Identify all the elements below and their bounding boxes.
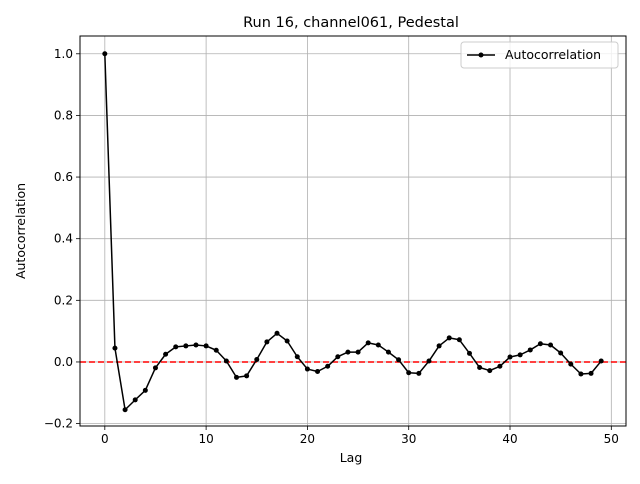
x-axis-ticks: 0 10 20 30 40 50 <box>101 426 619 446</box>
data-point <box>365 340 371 346</box>
legend-marker-swatch <box>478 52 484 58</box>
y-tick-label: 0.0 <box>54 355 73 369</box>
data-point <box>325 363 331 369</box>
data-point <box>304 366 310 372</box>
y-tick-label: 0.8 <box>54 108 73 122</box>
data-point <box>142 387 148 393</box>
x-tick-label: 20 <box>300 432 315 446</box>
data-point <box>558 350 564 356</box>
legend-box <box>460 41 619 69</box>
data-point <box>517 352 523 358</box>
data-point <box>315 369 321 375</box>
data-point <box>122 407 128 413</box>
data-point <box>487 368 493 374</box>
data-point <box>385 349 391 355</box>
data-point <box>274 330 280 336</box>
data-point <box>284 338 290 344</box>
data-point <box>537 341 543 347</box>
data-point <box>456 337 462 343</box>
data-point <box>396 357 402 363</box>
data-point <box>163 351 169 357</box>
x-tick-label: 30 <box>401 432 416 446</box>
y-axis-label: Autocorrelation <box>13 183 28 279</box>
data-point <box>548 342 554 348</box>
x-tick-label: 0 <box>101 432 109 446</box>
data-point <box>244 373 250 379</box>
data-point <box>234 374 240 380</box>
data-point <box>213 347 219 353</box>
data-point <box>335 354 341 360</box>
data-point <box>254 356 260 362</box>
y-tick-label: 0.4 <box>54 232 73 246</box>
data-point <box>173 344 179 350</box>
plot-frame <box>79 35 627 427</box>
data-point <box>152 365 158 371</box>
data-point <box>436 343 442 349</box>
data-point <box>477 365 483 371</box>
data-point <box>507 354 513 360</box>
data-point <box>102 51 108 57</box>
data-point <box>406 370 412 376</box>
data-point <box>416 370 422 376</box>
data-point <box>426 358 432 364</box>
data-point <box>112 345 118 351</box>
data-point <box>527 347 533 353</box>
y-axis-ticks: −0.2 0.0 0.2 0.4 0.6 0.8 1.0 <box>44 47 80 431</box>
x-tick-label: 10 <box>198 432 213 446</box>
legend-label: Autocorrelation <box>505 47 601 62</box>
data-point <box>568 361 574 367</box>
data-point <box>223 358 229 364</box>
x-tick-label: 40 <box>502 432 517 446</box>
y-tick-label: 0.2 <box>54 293 73 307</box>
data-point <box>294 354 300 360</box>
data-point <box>264 339 270 345</box>
series-group <box>102 51 604 413</box>
x-tick-label: 50 <box>604 432 619 446</box>
chart-title: Run 16, channel061, Pedestal <box>243 15 459 31</box>
data-point <box>203 343 209 349</box>
y-tick-label: 0.6 <box>54 170 73 184</box>
data-point <box>466 350 472 356</box>
data-point <box>588 370 594 376</box>
y-tick-label: −0.2 <box>44 417 73 431</box>
x-axis-label: Lag <box>340 450 363 465</box>
data-point <box>355 349 361 355</box>
data-point <box>598 358 604 364</box>
data-point <box>345 349 351 355</box>
y-tick-label: 1.0 <box>54 47 73 61</box>
legend: Autocorrelation <box>460 41 619 69</box>
data-point <box>183 343 189 349</box>
data-point <box>578 371 584 377</box>
data-point <box>497 363 503 369</box>
data-point <box>193 342 199 348</box>
data-point <box>375 342 381 348</box>
data-point <box>446 335 452 341</box>
data-point <box>132 397 138 403</box>
